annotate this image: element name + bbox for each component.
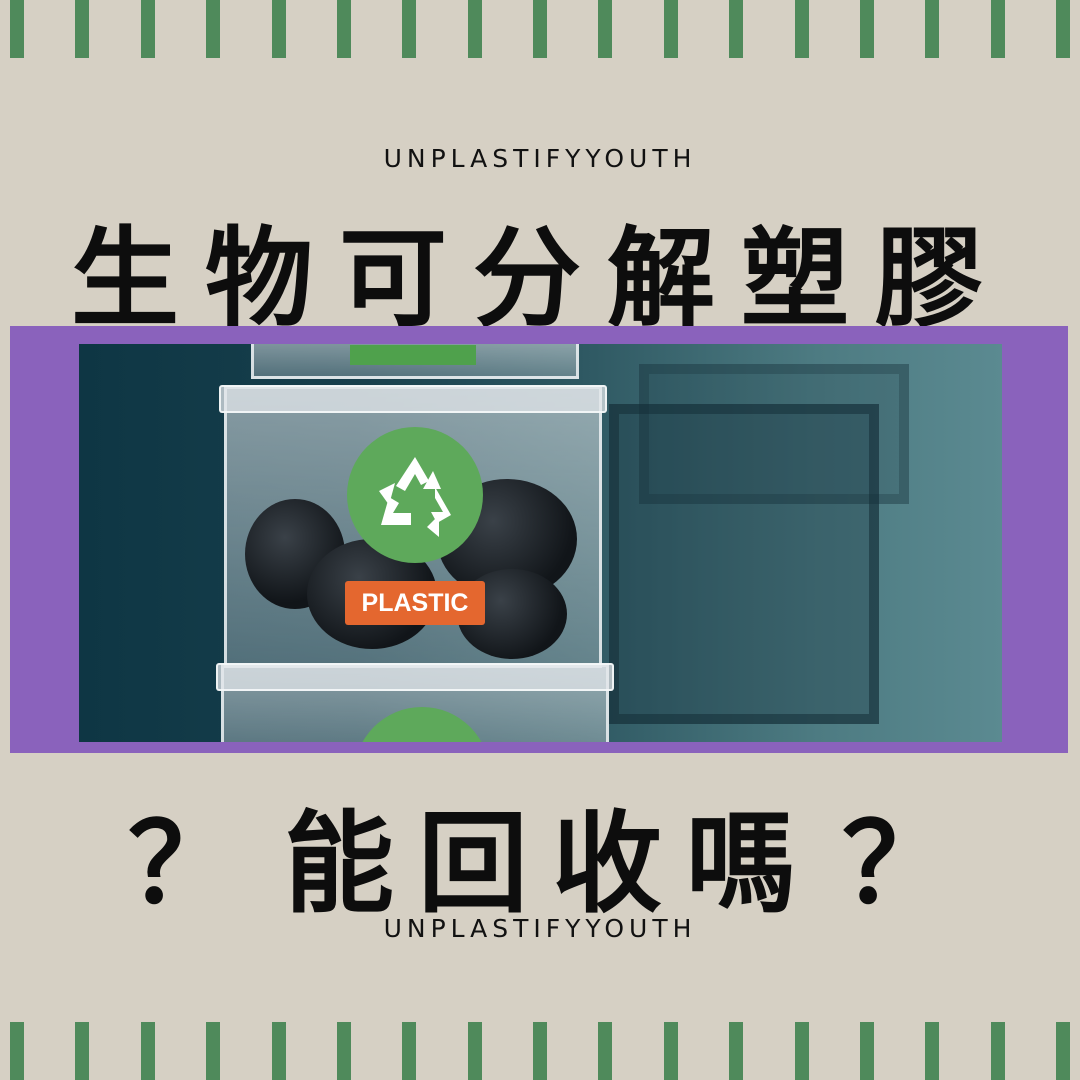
stripe-bar — [10, 1022, 24, 1080]
container-top — [251, 344, 579, 379]
stripe-bar — [467, 1022, 482, 1080]
question-mark-left: ？ — [128, 800, 238, 928]
stripe-bar — [729, 0, 744, 58]
stripe-bar — [859, 1022, 874, 1080]
stripe-bar — [75, 1022, 90, 1080]
stripe-bar — [663, 1022, 678, 1080]
question-line: ？ 能回收嗎 ？ — [0, 774, 1080, 934]
stripe-bar — [140, 1022, 155, 1080]
photo-recycling-bins: PLASTIC — [79, 344, 1002, 742]
brand-name-bottom: UNPLASTIFYYOUTH — [383, 914, 697, 943]
container-lid — [219, 385, 607, 413]
stripe-bar — [75, 0, 90, 58]
container-lid-bottom — [216, 663, 614, 691]
stripe-bar — [140, 0, 155, 58]
question-char-1: 能 — [284, 800, 394, 928]
headline-title: 生物可分解塑膠 — [70, 217, 1009, 342]
plastic-label: PLASTIC — [345, 581, 485, 625]
stripe-bar — [336, 1022, 351, 1080]
stripe-bar — [402, 1022, 417, 1080]
stripe-bar — [336, 0, 351, 58]
stripe-bar — [10, 0, 24, 58]
stripe-bar — [402, 0, 417, 58]
stripe-bar — [663, 0, 678, 58]
stripe-bar — [533, 0, 547, 58]
stripe-bar — [925, 0, 940, 58]
stripe-bar — [206, 0, 221, 58]
bottom-stripe-border — [0, 1022, 1080, 1080]
top-stripe-border — [0, 0, 1080, 58]
question-mark-right: ？ — [842, 800, 952, 928]
question-char-4: 嗎 — [686, 800, 796, 928]
stripe-bar — [206, 1022, 221, 1080]
stripe-bar — [794, 1022, 809, 1080]
container-middle: PLASTIC — [219, 385, 607, 668]
brand-name-top: UNPLASTIFYYOUTH — [383, 144, 697, 173]
stripe-bar — [1056, 0, 1070, 58]
question-char-2: 回 — [418, 800, 528, 928]
stripe-bar — [990, 1022, 1005, 1080]
stripe-bar — [598, 1022, 613, 1080]
stripe-bar — [925, 1022, 940, 1080]
recycle-icon-bottom — [354, 707, 490, 742]
stripe-bar — [794, 0, 809, 58]
stripe-bar — [729, 1022, 744, 1080]
stripe-bar — [598, 0, 613, 58]
stripe-bar — [859, 0, 874, 58]
top-container-tag — [350, 345, 476, 365]
container-bottom — [216, 663, 614, 742]
stripe-bar — [990, 0, 1005, 58]
question-char-3: 收 — [552, 800, 662, 928]
stripe-bar — [533, 1022, 547, 1080]
stripe-bar — [271, 0, 286, 58]
stripe-bar — [1056, 1022, 1070, 1080]
stripe-bar — [467, 0, 482, 58]
stripe-bar — [271, 1022, 286, 1080]
recycle-icon — [347, 427, 483, 563]
